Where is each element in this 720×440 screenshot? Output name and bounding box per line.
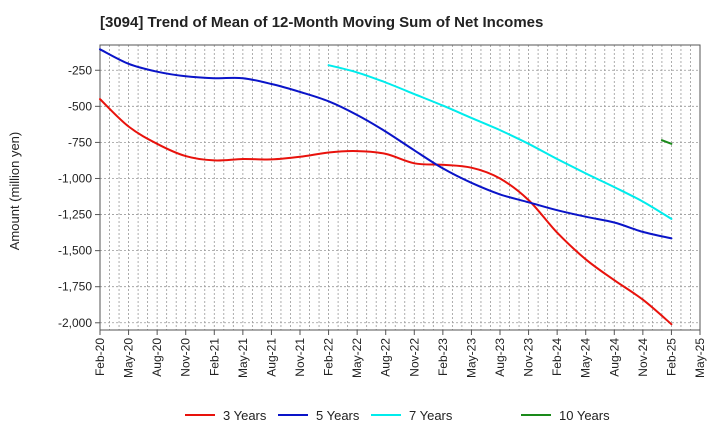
legend-label-7-years: 7 Years (409, 408, 453, 423)
legend-label-10-years: 10 Years (559, 408, 610, 423)
x-tick-label: Aug-21 (264, 338, 278, 377)
x-tick-label: Aug-23 (493, 338, 507, 377)
y-tick-label: -1,250 (58, 208, 92, 222)
legend-label-5-years: 5 Years (316, 408, 360, 423)
x-tick-label: Feb-21 (207, 338, 221, 376)
y-tick-label: -2,000 (58, 316, 92, 330)
plot-frame (99, 44, 701, 331)
x-tick-label: Feb-24 (550, 338, 564, 376)
x-axis: Feb-20 May-20 Aug-20 Nov-20 Feb-21 May-21 Aug-… (93, 330, 707, 378)
y-tick-label: -750 (68, 135, 92, 149)
legend: 3 Years 5 Years 7 Years 10 Years (185, 408, 610, 423)
series-line-7-years (327, 64, 673, 220)
legend-label-3-years: 3 Years (223, 408, 267, 423)
x-tick-label: Nov-21 (293, 338, 307, 377)
x-tick-label: Feb-20 (93, 338, 107, 376)
x-tick-label: May-20 (122, 338, 136, 378)
x-tick-label: May-22 (350, 338, 364, 378)
x-tick-label: Nov-22 (407, 338, 421, 377)
x-tick-label: Feb-22 (322, 338, 336, 376)
x-tick-label: May-24 (579, 338, 593, 378)
x-tick-label: Nov-20 (179, 338, 193, 377)
x-tick-label: Feb-23 (436, 338, 450, 376)
y-tick-label: -1,750 (58, 280, 92, 294)
y-axis-label: Amount (million yen) (7, 132, 22, 251)
x-tick-label: May-23 (464, 338, 478, 378)
series-line-3-years (99, 98, 673, 326)
x-tick-label: May-21 (236, 338, 250, 378)
x-tick-label: Aug-24 (607, 338, 621, 377)
x-tick-label: May-25 (693, 338, 707, 378)
x-tick-label: Nov-24 (636, 338, 650, 377)
x-tick-label: Aug-22 (379, 338, 393, 377)
y-axis: -250 -500 -750 -1,000 -1,250 -1,500 -1,750 -2,0… (58, 63, 100, 330)
series-lines (99, 48, 673, 326)
y-tick-label: -1,500 (58, 244, 92, 258)
series-line-10-years (660, 139, 673, 145)
x-tick-label: Nov-23 (522, 338, 536, 377)
y-tick-label: -500 (68, 99, 92, 113)
y-tick-label: -1,000 (58, 171, 92, 185)
x-tick-label: Aug-20 (150, 338, 164, 377)
y-tick-label: -250 (68, 63, 92, 77)
grid (100, 45, 700, 330)
series-line-5-years (99, 48, 673, 240)
chart-title: [3094] Trend of Mean of 12-Month Moving … (100, 14, 544, 31)
x-tick-label: Feb-25 (664, 338, 678, 376)
